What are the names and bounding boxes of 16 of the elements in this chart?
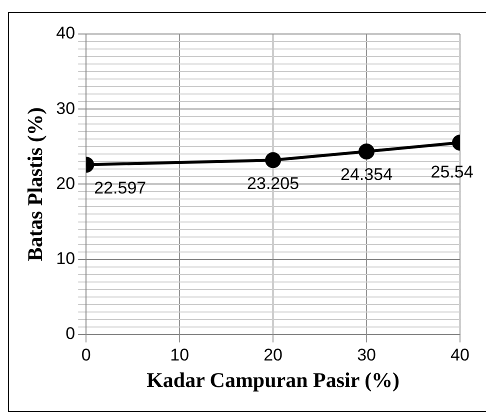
x-tick-label: 40 <box>450 345 470 364</box>
y-tick-label: 40 <box>56 24 76 43</box>
x-tick-label: 10 <box>170 345 190 364</box>
x-tick-label: 0 <box>81 345 91 364</box>
data-label: 24.354 <box>340 165 393 184</box>
y-tick-label: 30 <box>56 98 76 118</box>
data-label: 22.597 <box>94 178 146 198</box>
y-tick-label: 20 <box>56 174 76 193</box>
x-tick-label: 20 <box>264 345 283 364</box>
y-axis-title: Batas Plastis (%) <box>23 107 48 262</box>
y-tick-label: 10 <box>56 248 76 268</box>
data-label: 23.205 <box>247 174 300 193</box>
y-tick-label: 0 <box>66 324 76 344</box>
data-label: 25.54 <box>430 162 474 182</box>
x-tick-label: 30 <box>357 345 376 364</box>
x-axis-title: Kadar Campuran Pasir (%) <box>146 368 400 392</box>
